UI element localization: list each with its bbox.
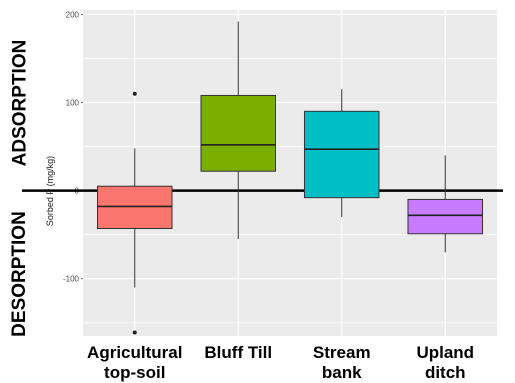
outlier-point bbox=[132, 330, 137, 335]
iqr-box bbox=[96, 185, 173, 230]
y-tick-labels: -1000100200 bbox=[63, 10, 83, 284]
adsorption-label: ADSORPTION bbox=[8, 39, 30, 166]
x-category-labels: Agricultural top-soil Bluff Till Stream bank… bbox=[87, 343, 474, 382]
box-4 bbox=[407, 155, 484, 253]
outlier-point bbox=[132, 91, 137, 96]
iqr-box bbox=[303, 110, 380, 199]
x-label-line: Upland bbox=[416, 343, 474, 362]
x-label-line: bank bbox=[322, 363, 362, 382]
y-axis-label: Sorbed P (mg/kg) bbox=[45, 155, 56, 226]
x-category-label: Bluff Till bbox=[204, 343, 272, 362]
box-1 bbox=[96, 91, 173, 335]
y-tick-label: 100 bbox=[66, 99, 80, 108]
x-category-label: Upland ditch bbox=[416, 343, 474, 382]
x-label-line: ditch bbox=[425, 363, 466, 382]
boxes bbox=[96, 21, 484, 335]
box-3 bbox=[303, 89, 380, 218]
x-label-line: Stream bbox=[313, 343, 371, 362]
y-tick-label: 200 bbox=[66, 10, 80, 19]
desorption-label: DESORPTION bbox=[8, 211, 30, 338]
iqr-box bbox=[407, 198, 484, 235]
x-label-line: Bluff Till bbox=[204, 343, 272, 362]
box-2 bbox=[200, 21, 277, 240]
iqr-box bbox=[200, 94, 277, 172]
y-tick-label: -100 bbox=[63, 275, 80, 284]
plot-panel bbox=[83, 10, 497, 336]
x-category-label: Agricultural top-soil bbox=[87, 343, 182, 382]
x-category-label: Stream bank bbox=[313, 343, 371, 382]
x-label-line: Agricultural bbox=[87, 343, 182, 362]
x-label-line: top-soil bbox=[104, 363, 165, 382]
